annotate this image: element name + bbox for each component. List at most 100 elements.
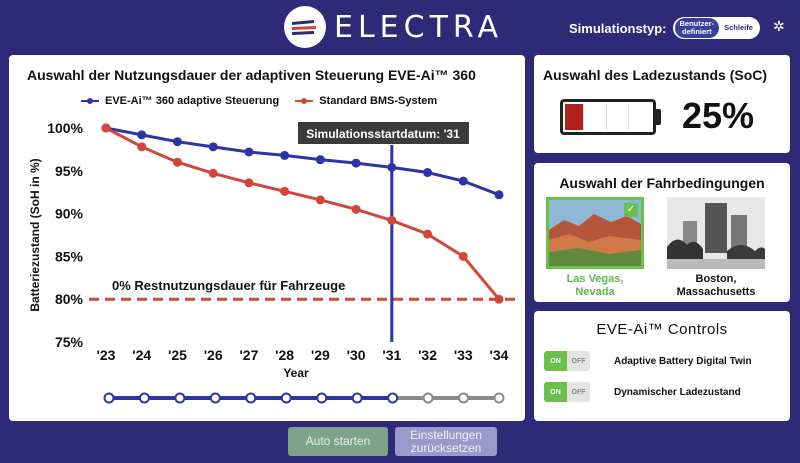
x-tick-label: '30 xyxy=(347,347,366,363)
timeline-step[interactable] xyxy=(103,392,115,404)
x-tick-label: '33 xyxy=(454,347,473,363)
check-icon: ✓ xyxy=(624,203,638,217)
x-tick-label: '23 xyxy=(97,347,116,363)
timeline-step[interactable] xyxy=(387,392,399,404)
simulation-type: Simulationstyp: Benutzer- definiert Schl… xyxy=(569,17,760,39)
battery-segment xyxy=(605,104,629,130)
timeline-step[interactable] xyxy=(458,392,470,404)
x-tick-label: '26 xyxy=(204,347,223,363)
data-point-eve xyxy=(280,150,290,160)
boston-label: Boston, Massachusetts xyxy=(676,273,756,298)
end-of-life-annotation: 0% Restnutzungsdauer für Fahrzeuge xyxy=(112,278,345,293)
logo-text: ELECTRA xyxy=(334,9,504,45)
controls-title: EVE-Ai™ Controls xyxy=(596,321,728,338)
timeline-step[interactable] xyxy=(245,392,257,404)
y-axis-label: Batteriezustand (SoH in %) xyxy=(28,158,42,311)
control-digital-twin: ON OFF Adaptive Battery Digital Twin xyxy=(544,351,752,371)
data-point-eve xyxy=(208,142,218,152)
y-tick-label: 80% xyxy=(55,291,84,307)
x-tick-label: '34 xyxy=(490,347,509,363)
data-point-bms xyxy=(137,142,147,152)
timeline-step[interactable] xyxy=(138,392,150,404)
data-point-eve xyxy=(244,147,254,157)
battery-segment xyxy=(583,104,606,130)
x-tick-label: '24 xyxy=(132,347,151,363)
start-car-button[interactable]: Auto starten xyxy=(288,427,388,456)
data-point-eve xyxy=(315,155,325,165)
battery-icon[interactable] xyxy=(560,99,656,135)
dynamic-soc-toggle[interactable]: ON OFF xyxy=(544,382,590,402)
data-point-bms xyxy=(101,123,111,133)
data-point-bms xyxy=(387,215,397,225)
timeline-step[interactable] xyxy=(280,392,292,404)
chart-legend: EVE-Ai™ 360 adaptive Steuerung Standard … xyxy=(81,95,453,107)
timeline-step[interactable] xyxy=(422,392,434,404)
simulation-start-box xyxy=(298,122,469,144)
canyon-image xyxy=(549,200,641,266)
series-line-eve xyxy=(105,126,500,197)
logo-icon xyxy=(284,6,326,48)
toggle-on[interactable]: ON xyxy=(544,382,567,402)
digital-twin-label: Adaptive Battery Digital Twin xyxy=(614,355,752,367)
legend-label-eve: EVE-Ai™ 360 adaptive Steuerung xyxy=(105,95,280,107)
reset-settings-button[interactable]: Einstellungen zurücksetzen xyxy=(395,427,497,456)
data-point-bms xyxy=(458,251,468,261)
legend-label-bms: Standard BMS-System xyxy=(319,95,438,107)
soc-value: 25% xyxy=(682,95,755,136)
city-image xyxy=(667,197,765,269)
electra-logo: ELECTRA xyxy=(284,6,503,48)
simtype-option-loop[interactable]: Schleife xyxy=(724,23,753,32)
y-tick-label: 100% xyxy=(47,120,83,136)
data-point-bms xyxy=(280,186,290,196)
app-header: ELECTRA Simulationstyp: Benutzer- defini… xyxy=(0,0,800,52)
legend-marker-bms xyxy=(295,98,314,104)
simtype-toggle[interactable]: Benutzer- definiert Schleife xyxy=(672,17,760,39)
controls-panel: EVE-Ai™ Controls ON OFF Adaptive Battery… xyxy=(534,311,790,421)
las-vegas-option[interactable]: ✓ xyxy=(546,197,644,269)
chart-title: Auswahl der Nutzungsdauer der adaptiven … xyxy=(27,67,476,83)
digital-twin-toggle[interactable]: ON OFF xyxy=(544,351,590,371)
timeline-step[interactable] xyxy=(316,392,328,404)
data-point-bms xyxy=(244,178,254,188)
simtype-label: Simulationstyp: xyxy=(569,20,667,36)
soc-title: Auswahl des Ladezustands (SoC) xyxy=(543,67,768,83)
x-tick-label: '28 xyxy=(275,347,294,363)
data-point-bms xyxy=(351,204,361,214)
data-point-bms xyxy=(315,195,325,205)
toggle-on[interactable]: ON xyxy=(544,351,567,371)
gear-icon[interactable]: ✲ xyxy=(773,18,785,34)
data-point-eve xyxy=(387,162,397,172)
timeline-step[interactable] xyxy=(493,392,505,404)
toggle-off[interactable]: OFF xyxy=(567,351,590,371)
soc-panel: Auswahl des Ladezustands (SoC) 25% xyxy=(534,55,790,153)
data-point-eve xyxy=(494,190,504,200)
x-tick-label: '31 xyxy=(382,347,401,363)
driving-conditions-title: Auswahl der Fahrbedingungen xyxy=(559,175,765,191)
data-point-bms xyxy=(423,229,433,239)
x-tick-label: '27 xyxy=(239,347,258,363)
data-point-bms xyxy=(208,168,218,178)
dynamic-soc-label: Dynamischer Ladezustand xyxy=(614,386,741,398)
y-tick-label: 95% xyxy=(55,163,84,179)
x-tick-label: '32 xyxy=(418,347,437,363)
control-dynamic-soc: ON OFF Dynamischer Ladezustand xyxy=(544,382,741,402)
battery-segment xyxy=(628,104,651,130)
legend-item-eve: EVE-Ai™ 360 adaptive Steuerung xyxy=(81,95,279,107)
data-point-bms xyxy=(172,157,182,167)
data-point-eve xyxy=(458,176,468,186)
simulation-start-label: Simulationsstartdatum: '31 xyxy=(306,127,460,141)
x-tick-label: '25 xyxy=(168,347,187,363)
legend-marker-eve xyxy=(81,98,99,104)
y-tick-label: 85% xyxy=(55,248,84,264)
data-point-eve xyxy=(137,130,147,140)
toggle-off[interactable]: OFF xyxy=(567,382,590,402)
timeline-step[interactable] xyxy=(174,392,186,404)
battery-tip xyxy=(656,109,661,125)
timeline-step[interactable] xyxy=(351,392,363,404)
series-line-bms xyxy=(105,126,501,301)
boston-option[interactable] xyxy=(667,197,765,269)
simtype-option-custom[interactable]: Benutzer- definiert xyxy=(674,18,720,38)
soh-line-chart: 100% 95% 90% 85% 80% 75% '23 '24 '25 '26 '27 '28 '29… xyxy=(28,120,517,404)
data-point-eve xyxy=(423,168,433,178)
timeline-step[interactable] xyxy=(209,392,221,404)
